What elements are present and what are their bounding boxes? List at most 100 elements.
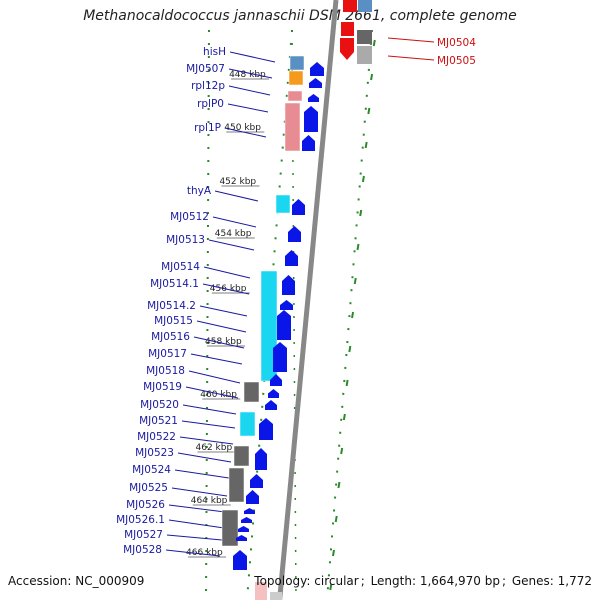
ruler-tick-label: 462 kbp: [196, 443, 233, 453]
gene-leader-line: [168, 504, 226, 513]
gene-label: MJ0517: [148, 348, 187, 360]
tick-dash: [329, 583, 333, 591]
gene-label: MJ0520: [140, 399, 179, 411]
gene-block: [287, 90, 303, 102]
gene-block: [341, 22, 354, 36]
gene-arrow: [236, 535, 247, 541]
gene-label: MJ0522: [137, 431, 176, 443]
guide-left-far: [205, 29, 210, 600]
gene-leader-line: [227, 103, 269, 113]
gene-leader-line: [171, 487, 228, 497]
tick-dash: [353, 277, 357, 285]
gene-arrow: [268, 389, 279, 398]
gene-label: hisH: [203, 46, 226, 58]
gene-leader-line: [387, 37, 435, 43]
gene-arrow: [310, 62, 324, 76]
gene-label: MJ0527: [124, 529, 163, 541]
ruler-tick-label: 454 kbp: [215, 229, 252, 239]
gene-leader-line: [224, 127, 267, 138]
length-label: Length:: [370, 574, 417, 588]
gene-arrow: [250, 474, 263, 488]
gene-leader-line: [166, 534, 223, 541]
gene-arrow: [304, 106, 318, 132]
gene-arrow: [238, 526, 249, 532]
tick-dash: [342, 413, 346, 421]
gene-block: [228, 467, 245, 503]
genome-stats: Topology: circular; Length: 1,664,970 bp…: [254, 574, 592, 588]
gene-arrow: [241, 517, 252, 523]
gene-label: MJ0514: [161, 261, 200, 273]
gene-leader-line: [190, 353, 243, 365]
gene-label: MJ0512: [170, 211, 209, 223]
gene-arrow: [273, 342, 287, 372]
tick-dash: [356, 243, 360, 251]
gene-label: MJ0526: [126, 499, 165, 511]
length-value: 1,664,970 bp: [419, 574, 500, 588]
gene-arrow: [309, 78, 322, 88]
gene-arrow: [340, 38, 354, 60]
gene-block: [357, 46, 372, 64]
gene-leader-line: [185, 386, 239, 399]
gene-block: [358, 0, 372, 12]
genome-axis: [277, 0, 339, 600]
genes-value: 1,772: [557, 574, 592, 588]
gene-label: MJ0507: [186, 63, 225, 75]
gene-arrow: [246, 490, 259, 504]
gene-block: [239, 411, 256, 437]
gene-block: [343, 0, 357, 12]
gene-arrow: [244, 508, 255, 514]
gene-label: MJ0521: [139, 415, 178, 427]
gene-leader-line: [196, 320, 247, 333]
accession-label: Accession:: [8, 574, 72, 588]
gene-leader-line: [202, 283, 250, 295]
gene-leader-line: [165, 549, 221, 557]
topology-value: circular: [314, 574, 359, 588]
gene-leader-line: [214, 190, 259, 202]
gene-label: MJ0528: [123, 544, 162, 556]
gene-leader-line: [193, 336, 245, 349]
gene-leader-line: [174, 469, 230, 479]
gene-arrow: [277, 310, 291, 340]
gene-leader-line: [188, 370, 241, 384]
gene-leader-line: [208, 239, 255, 251]
gene-block: [289, 55, 305, 71]
tick-dash: [367, 107, 371, 115]
gene-arrow: [285, 250, 298, 266]
gene-block: [270, 592, 282, 600]
gene-block: [255, 582, 267, 600]
gene-block: [288, 70, 304, 86]
gene-leader-line: [203, 266, 251, 279]
gene-label: MJ0514.1: [150, 278, 199, 290]
tick-dash: [334, 515, 338, 523]
tick-dash: [370, 73, 374, 81]
tick-dash: [340, 447, 344, 455]
ruler-tick-label: 452 kbp: [219, 177, 256, 187]
gene-label: MJ0515: [154, 315, 193, 327]
tick-dash: [332, 549, 335, 557]
gene-leader-line: [177, 452, 232, 463]
tick-dash: [372, 39, 376, 47]
genes-label: Genes:: [511, 574, 554, 588]
gene-label: MJ0516: [151, 331, 190, 343]
gene-label: rpl12p: [191, 80, 225, 92]
gene-label: MJ0524: [132, 464, 171, 476]
ruler-tick-label: 450 kbp: [224, 123, 261, 133]
gene-label: MJ0519: [143, 381, 182, 393]
gene-block: [243, 381, 260, 403]
tick-dash: [361, 175, 365, 183]
gene-leader-line: [182, 404, 237, 415]
tick-dash: [364, 141, 368, 149]
gene-arrow: [292, 199, 305, 215]
gene-block: [233, 445, 250, 467]
gene-block: [357, 30, 372, 44]
accession-value: NC_000909: [75, 574, 145, 588]
guide-right-outer: [326, 29, 373, 600]
gene-leader-line: [387, 55, 435, 61]
gene-label: MJ0513: [166, 234, 205, 246]
gene-arrow: [308, 94, 319, 102]
gene-arrow: [265, 400, 277, 410]
gene-label: MJ0518: [146, 365, 185, 377]
gene-arrow: [280, 300, 293, 310]
